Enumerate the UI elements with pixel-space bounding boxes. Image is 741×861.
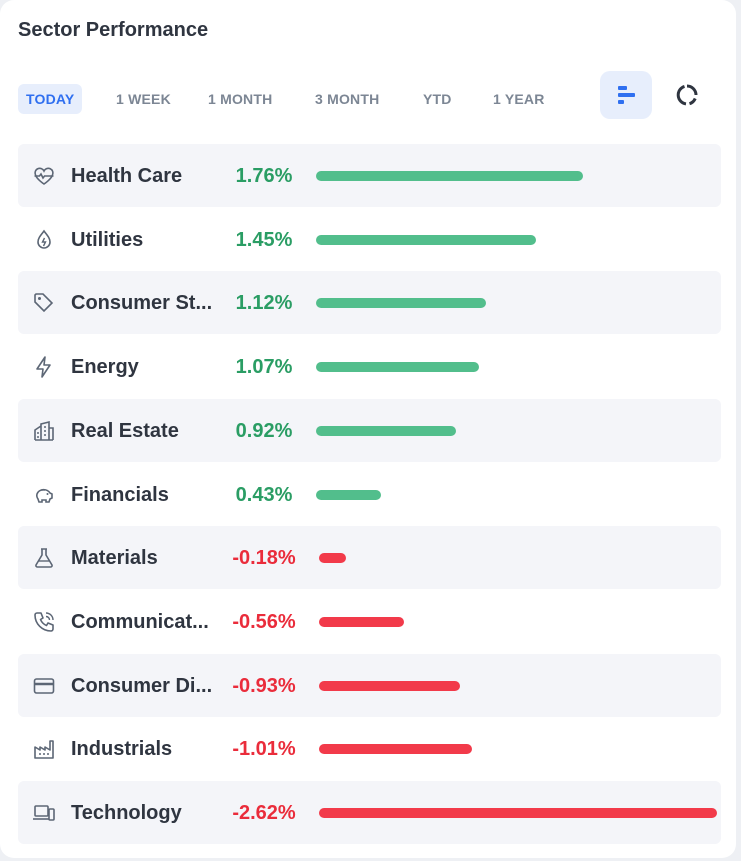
sector-change-value: -0.18% [232,547,296,570]
tab-today[interactable]: TODAY [18,84,83,114]
sector-name: Communicat... [71,610,209,633]
sector-bar [316,362,479,373]
sector-change-value: 0.43% [235,483,293,506]
sector-change-value: -0.93% [232,674,296,697]
sector-bar [319,616,405,627]
water-drop-icon [32,228,56,252]
sector-name: Utilities [71,228,144,251]
sector-name: Industrials [71,738,173,761]
flask-icon [32,546,56,570]
sector-row[interactable]: Consumer St... 1.12% [18,271,721,335]
sector-row[interactable]: Energy 1.07% [18,335,721,398]
sector-bar [316,489,382,500]
tab-1-year[interactable]: 1 YEAR [493,91,545,107]
tag-icon [32,291,56,315]
sector-name: Consumer St... [71,292,213,315]
sector-row[interactable]: Real Estate 0.92% [18,398,721,462]
donut-chart-icon [676,84,698,106]
sector-bar [319,553,347,564]
sector-bar [316,171,584,181]
donut-view-button[interactable] [661,71,713,119]
sector-change-value: 1.12% [235,292,293,315]
sector-row[interactable]: Financials 0.43% [18,463,721,526]
sector-row[interactable]: Health Care 1.76% [18,144,721,207]
sector-row[interactable]: Industrials -1.01% [18,717,721,780]
sector-row[interactable]: Consumer Di... -0.93% [18,653,721,717]
piggy-bank-icon [32,483,56,507]
sector-bar [319,680,461,691]
tab-1-week[interactable]: 1 WEEK [116,91,171,107]
buildings-icon [32,419,56,443]
tab-1-month[interactable]: 1 MONTH [208,91,273,107]
sector-name: Real Estate [71,419,179,442]
card-title: Sector Performance [18,19,209,41]
sector-row[interactable]: Materials -0.18% [18,526,721,590]
sector-change-value: 1.76% [235,165,293,187]
sector-row[interactable]: Communicat... -0.56% [18,590,721,653]
lightning-icon [32,355,56,379]
sector-name: Energy [71,356,139,379]
sector-name: Health Care [71,165,183,187]
sector-change-value: -1.01% [232,738,296,761]
sector-name: Materials [71,547,158,570]
sector-bar [319,808,717,818]
sector-row[interactable]: Utilities 1.45% [18,208,721,271]
sector-change-value: -2.62% [232,802,296,824]
tab-3-month[interactable]: 3 MONTH [315,91,380,107]
sector-change-value: 1.45% [235,228,293,251]
tab-ytd[interactable]: YTD [423,91,452,107]
sector-name: Financials [71,483,169,506]
sector-change-value: 0.92% [235,419,293,442]
bar-chart-icon [618,86,635,104]
credit-card-icon [32,674,56,698]
sector-change-value: 1.07% [235,356,293,379]
sector-row[interactable]: Technology -2.62% [18,781,721,844]
sector-name: Technology [71,802,182,824]
sector-bar [316,425,456,436]
sector-bar [319,744,473,755]
phone-icon [32,610,56,634]
heart-pulse-icon [32,164,56,188]
devices-icon [32,801,56,825]
sector-change-value: -0.56% [232,610,296,633]
sector-bar [316,298,487,309]
factory-icon [32,737,56,761]
sector-bar [316,234,537,245]
sector-name: Consumer Di... [71,674,213,697]
bar-view-button[interactable] [600,71,652,119]
